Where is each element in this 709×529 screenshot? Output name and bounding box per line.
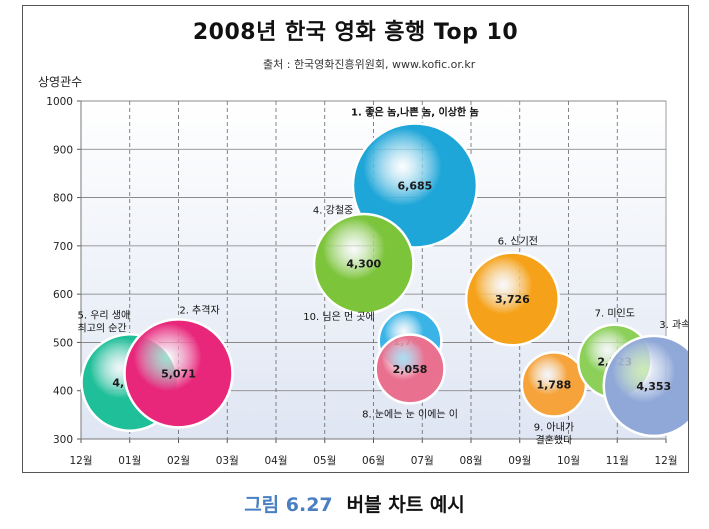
bubble (123, 318, 234, 429)
y-tick-label: 900 (53, 144, 73, 156)
figure-number: 그림 6.27 (244, 494, 333, 516)
x-tick-label: 10월 (557, 455, 580, 467)
y-tick-label: 800 (53, 193, 73, 205)
bubble-value-label: 4,300 (346, 258, 381, 271)
x-tick-label: 01월 (118, 455, 141, 467)
bubble-label: 4. 강철중 (313, 205, 353, 217)
bubble (351, 122, 479, 249)
bubble-value-label: 4,353 (636, 380, 671, 393)
bubble-label: 9. 아내가 결혼했다 (534, 422, 574, 447)
bubble (602, 334, 688, 438)
y-tick-label: 500 (53, 337, 73, 349)
y-tick-label: 700 (53, 241, 73, 253)
x-tick-label: 08월 (459, 455, 482, 467)
x-tick-label: 12월 (654, 455, 677, 467)
bubble (464, 251, 560, 347)
x-tick-label: 07월 (411, 455, 434, 467)
x-tick-label: 02월 (167, 455, 190, 467)
figure-caption: 그림 6.27 버블 차트 예시 (0, 490, 709, 517)
figure-caption-text: 버블 차트 예시 (346, 494, 465, 516)
plot-border (80, 100, 667, 440)
bubble-label: 1. 좋은 놈,나쁜 놈, 이상한 놈 (351, 106, 479, 119)
bubble-value-label: 3,726 (495, 293, 530, 306)
x-tick-label: 05월 (313, 455, 336, 467)
bubble-value-label: 2,058 (393, 363, 428, 376)
y-tick-label: 300 (53, 434, 73, 446)
x-tick-label: 12월 (69, 455, 92, 467)
chart-title: 2008년 한국 영화 흥행 Top 10 (192, 20, 519, 45)
bubble-label: 2. 추격자 (179, 303, 219, 316)
bubble (312, 212, 415, 315)
chart-source: 출처 : 한국영화진흥위원회, www.kofic.or.kr (263, 58, 476, 71)
bubble-label: 7. 미인도 (595, 308, 635, 320)
bubble-plot: 1000 900 800 700 600 500 400 300 12월 01월 02월 03월 04월… (46, 96, 688, 467)
x-tick-label: 06월 (362, 455, 385, 467)
y-tick-label: 400 (53, 386, 73, 398)
y-axis-label: 상영관수 (38, 75, 83, 89)
bubble-label: 10. 님은 먼 곳에 (303, 311, 374, 323)
chart-frame: 2008년 한국 영화 흥행 Top 10 출처 : 한국영화진흥위원회, ww… (22, 5, 689, 473)
bubble (374, 333, 446, 405)
y-tick-label: 1000 (46, 96, 73, 108)
x-tick-label: 11월 (606, 455, 629, 467)
x-tick-label: 03월 (216, 455, 239, 467)
x-tick-label: 09월 (508, 455, 531, 467)
bubble-label: 3. 과속스캔들 (659, 319, 688, 331)
bubble-value-label: 5,071 (161, 367, 196, 380)
bubble-label: 8. 눈에는 눈 이에는 이 (362, 408, 458, 420)
bubble-label: 6. 신기전 (498, 236, 538, 248)
y-tick-label: 600 (53, 289, 73, 301)
bubble-value-label: 1,788 (536, 378, 571, 391)
x-tick-label: 04월 (264, 455, 287, 467)
bubble-value-label: 6,685 (398, 180, 433, 193)
bubble-label: 5. 우리 생애 최고의 순간 (78, 309, 131, 334)
